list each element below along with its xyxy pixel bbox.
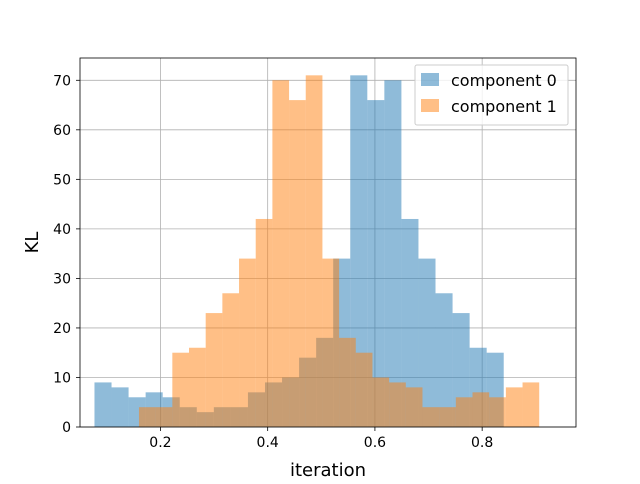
axes-frame: [79, 57, 577, 428]
y-tick-label: 70: [53, 73, 71, 89]
histogram-bar-series-1: [189, 347, 206, 427]
histogram-bar-series-1: [389, 382, 406, 427]
y-tick-label: 30: [53, 271, 71, 287]
histogram-bar-series-1: [489, 397, 506, 427]
histogram-bar-series-0: [111, 387, 129, 427]
histogram-bar-series-1: [289, 100, 306, 427]
y-axis-label: KL: [22, 232, 43, 254]
legend-box: [414, 64, 569, 126]
histogram-bar-series-0: [94, 382, 112, 427]
legend-label-component-1: component 1: [451, 97, 557, 116]
histogram-bar-series-0: [367, 100, 385, 427]
histogram-bar-series-1: [405, 387, 423, 427]
histogram-bar-series-0: [401, 218, 419, 427]
histogram-bar-series-0: [384, 80, 402, 428]
histogram-bar-series-0: [418, 258, 436, 427]
y-tick-label: 0: [62, 420, 71, 436]
axis-ticks: 0.2 0.4 0.6 0.8 0 10 20 30 40 50 60 70: [53, 73, 493, 451]
bars: [94, 75, 540, 428]
x-tick-label: 0.6: [364, 435, 386, 451]
x-tick-label: 0.4: [257, 435, 279, 451]
histogram-bar-series-1: [472, 392, 490, 427]
histogram-bar-series-1: [339, 337, 356, 427]
histogram-bar-series-1: [239, 258, 256, 427]
histogram-bar-series-1: [505, 387, 523, 427]
x-tick-label: 0.2: [149, 435, 171, 451]
histogram-bar-series-1: [422, 407, 440, 427]
histogram-bar-series-1: [255, 218, 273, 427]
y-tick-label: 50: [53, 172, 71, 188]
histogram-bar-series-1: [372, 377, 390, 427]
histogram-bar-series-1: [172, 352, 190, 427]
x-tick-label: 0.8: [471, 435, 493, 451]
histogram-bar-series-1: [355, 352, 373, 427]
legend-swatch-component-0: [421, 73, 439, 86]
histogram-bar-series-1: [439, 407, 456, 427]
histogram-bar-series-1: [222, 293, 240, 427]
legend: component 0 component 1: [414, 64, 569, 126]
y-tick-label: 20: [53, 321, 71, 337]
histogram-bar-series-1: [138, 407, 156, 427]
histogram-bar-series-1: [455, 397, 473, 427]
histogram-bar-series-1: [205, 313, 223, 427]
x-axis-label: iteration: [290, 460, 366, 480]
y-tick-label: 60: [53, 123, 71, 139]
histogram-bar-series-1: [322, 258, 340, 427]
histogram-bar-series-1: [522, 382, 540, 427]
histogram-bar-series-1: [305, 75, 323, 427]
histogram-bar-series-0: [435, 293, 453, 427]
histogram-bar-series-1: [155, 407, 173, 427]
legend-label-component-0: component 0: [451, 71, 557, 90]
y-tick-label: 40: [53, 222, 71, 238]
legend-swatch-component-1: [421, 99, 439, 112]
y-tick-label: 10: [53, 370, 71, 386]
histogram-bar-series-1: [272, 80, 290, 428]
